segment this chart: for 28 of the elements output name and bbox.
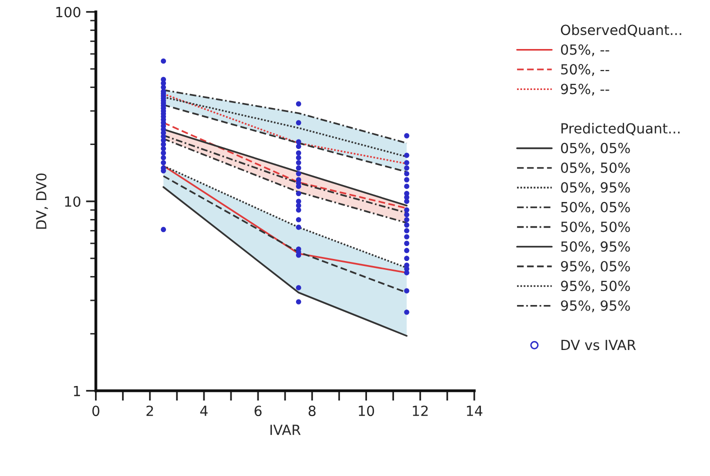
y-tick-label: 100 <box>56 6 80 18</box>
y-tick-label: 10 <box>65 196 80 207</box>
legend-label: 05%, 05% <box>561 142 630 155</box>
legend-label: 50%, 50% <box>561 222 630 234</box>
x-tick-label: 4 <box>200 406 208 416</box>
x-tick-label: 8 <box>308 406 316 416</box>
legend-label: 95%, 50% <box>560 280 630 293</box>
y-axis-title: DV, DV0 <box>36 173 48 229</box>
y-tick-label: 1 <box>74 386 80 396</box>
legend-label: 05%, 95% <box>561 182 630 194</box>
legend-label: 95%, 05% <box>560 260 630 273</box>
text: PredictedQuant... <box>561 122 680 136</box>
legend-label: 95%, 95% <box>560 300 630 312</box>
x-tick-label: 12 <box>412 406 428 416</box>
x-tick-label: 14 <box>466 406 482 416</box>
x-tick-label: 2 <box>146 406 153 416</box>
legend-label: 50%, 95% <box>561 241 630 254</box>
x-tick-label: 10 <box>358 406 374 416</box>
x-tick-label: 0 <box>92 406 100 416</box>
x-axis-title: IVAR <box>270 424 301 435</box>
x-tick-label: 6 <box>254 406 262 416</box>
legend-label: 05%, -- <box>561 44 610 56</box>
legend-label: 50%, -- <box>561 64 610 76</box>
legend-label: DV vs IVAR <box>561 340 636 350</box>
legend-label: 95%, -- <box>560 84 610 96</box>
legend-label: 05%, 50% <box>561 162 630 174</box>
legend-label: 50%, 05% <box>561 202 630 214</box>
text: ObservedQuant... <box>560 24 682 37</box>
